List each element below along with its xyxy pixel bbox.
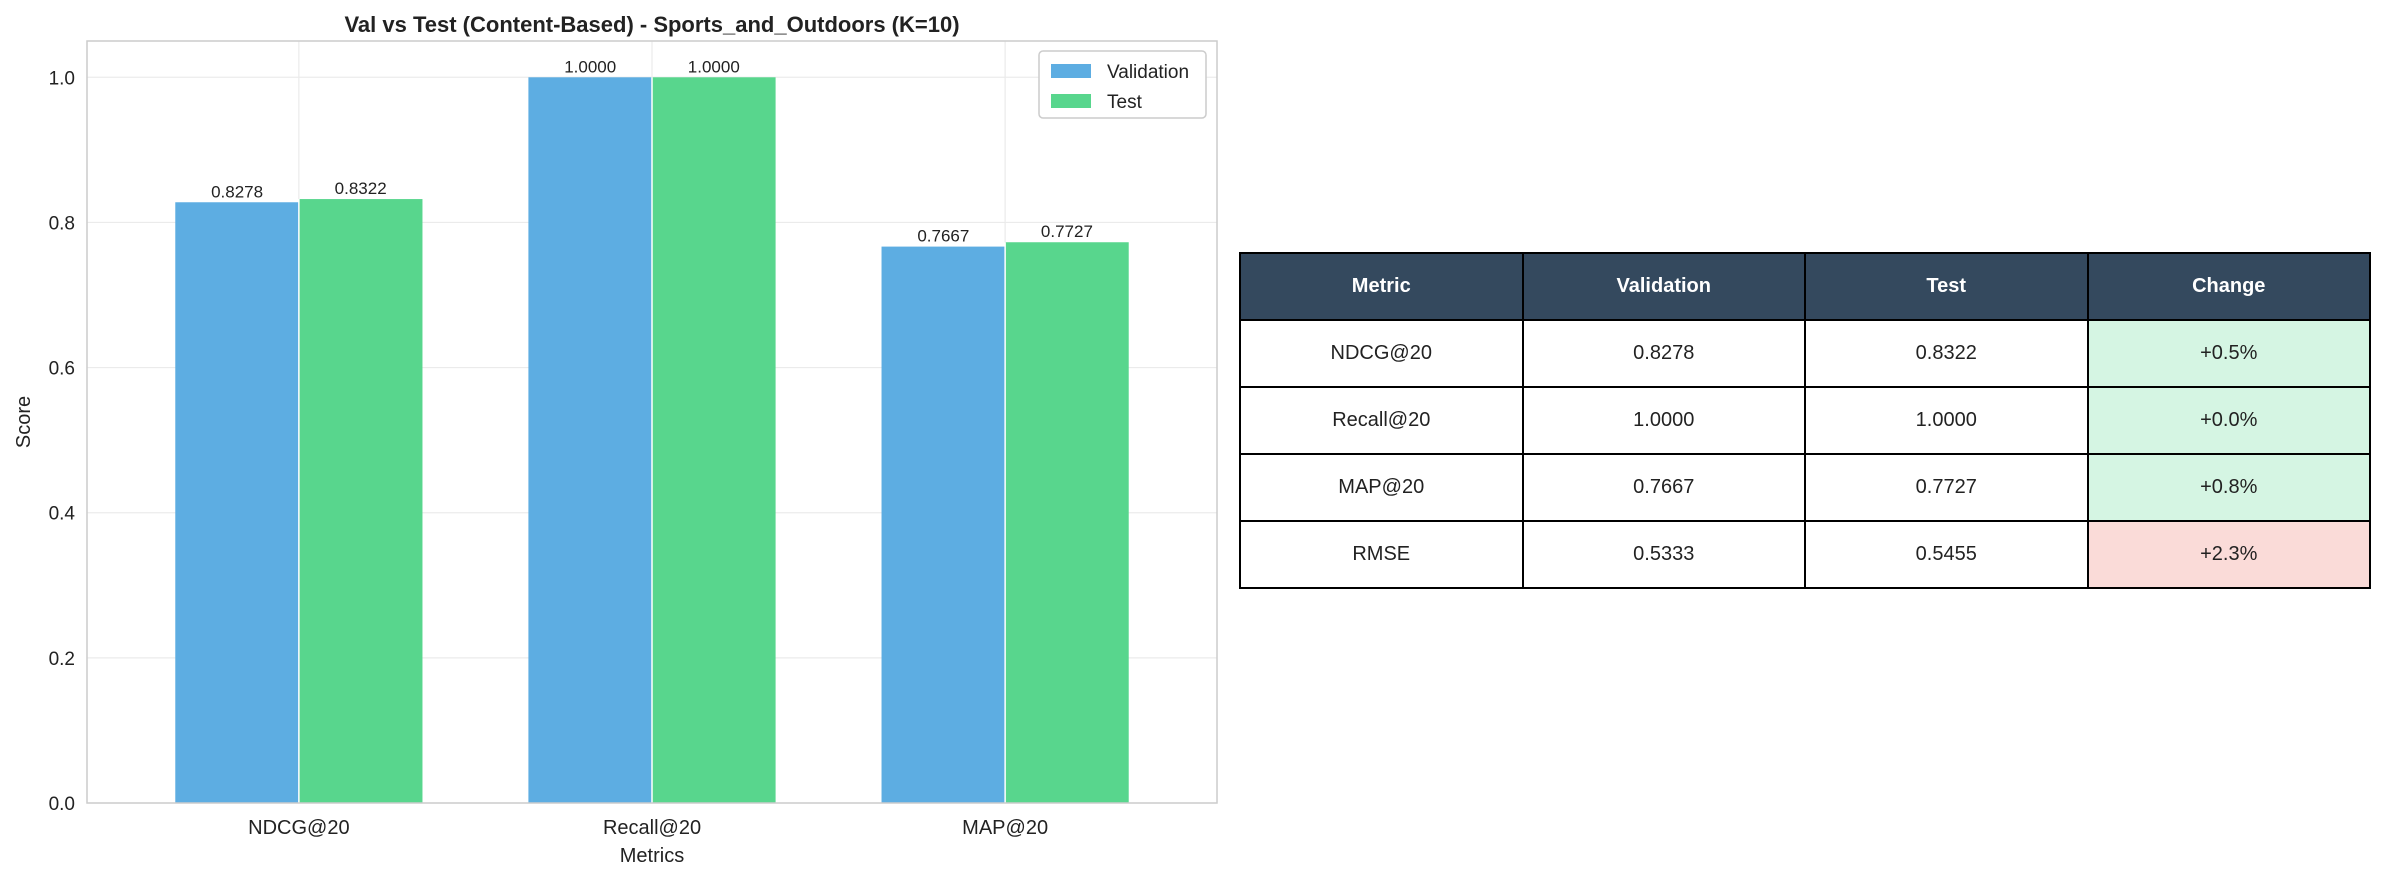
data-label-test-recall-20: 1.0000	[688, 57, 740, 76]
legend: Validation Test	[1038, 50, 1207, 119]
cell-test: 0.8322	[1804, 319, 2089, 388]
header-test: Test	[1804, 252, 2089, 321]
cell-change: +2.3%	[2086, 520, 2371, 589]
cell-validation: 0.8278	[1521, 319, 1806, 388]
header-metric: Metric	[1239, 252, 1524, 321]
cell-metric: RMSE	[1239, 520, 1524, 589]
table-header-row: Metric Validation Test Change	[1239, 252, 2371, 321]
cell-metric: MAP@20	[1239, 453, 1524, 522]
cell-validation: 0.5333	[1521, 520, 1806, 589]
cell-validation: 0.7667	[1521, 453, 1806, 522]
bar-test-map-20	[1005, 242, 1129, 803]
cell-change: +0.8%	[2086, 453, 2371, 522]
cell-test: 0.5455	[1804, 520, 2089, 589]
metrics-table: Metric Validation Test Change NDCG@20 0.…	[1239, 252, 2371, 589]
bar-validation-ndcg-20	[175, 202, 299, 803]
bar-test-recall-20	[652, 77, 776, 804]
bar-chart: 0.8278 0.8322 1.0000 1.0000 0.7667 0.7727 0.0…	[13, 12, 1218, 867]
y-tick-label: 0.4	[49, 504, 76, 525]
data-label-test-ndcg-20: 0.8322	[335, 179, 387, 198]
table-row: Recall@20 1.0000 1.0000 +0.0%	[1239, 386, 2371, 455]
y-tick-label: 0.2	[49, 649, 75, 670]
data-label-validation-map-20: 0.7667	[917, 227, 969, 246]
cell-metric: NDCG@20	[1239, 319, 1524, 388]
header-validation: Validation	[1521, 252, 1806, 321]
cell-test: 0.7727	[1804, 453, 2089, 522]
x-tick-label: MAP@20	[962, 817, 1048, 839]
data-label-validation-ndcg-20: 0.8278	[211, 182, 263, 201]
data-label-test-map-20: 0.7727	[1041, 222, 1093, 241]
x-tick-label: NDCG@20	[248, 817, 349, 839]
table-row: MAP@20 0.7667 0.7727 +0.8%	[1239, 453, 2371, 522]
cell-metric: Recall@20	[1239, 386, 1524, 455]
cell-validation: 1.0000	[1521, 386, 1806, 455]
x-tick-label: Recall@20	[603, 817, 701, 839]
y-axis-label: Score	[13, 396, 35, 448]
y-tick-label: 0.8	[49, 213, 75, 234]
cell-test: 1.0000	[1804, 386, 2089, 455]
legend-swatch-test	[1051, 94, 1091, 108]
header-change: Change	[2086, 252, 2371, 321]
y-tick-label: 1.0	[49, 68, 75, 89]
chart-title: Val vs Test (Content-Based) - Sports_and…	[344, 12, 959, 37]
data-label-validation-recall-20: 1.0000	[564, 57, 616, 76]
table-row: RMSE 0.5333 0.5455 +2.3%	[1239, 520, 2371, 589]
x-axis-label: Metrics	[620, 845, 684, 867]
cell-change: +0.5%	[2086, 319, 2371, 388]
legend-label-validation: Validation	[1107, 62, 1189, 83]
y-tick-label: 0.0	[49, 794, 75, 815]
plot-frame	[86, 40, 1218, 804]
bar-validation-map-20	[881, 246, 1006, 804]
legend-label-test: Test	[1107, 92, 1143, 113]
y-tick-label: 0.6	[49, 359, 75, 380]
bar-test-ndcg-20	[298, 199, 423, 804]
bar-validation-recall-20	[528, 77, 652, 804]
table-row: NDCG@20 0.8278 0.8322 +0.5%	[1239, 319, 2371, 388]
legend-swatch-validation	[1051, 64, 1091, 78]
cell-change: +0.0%	[2086, 386, 2371, 455]
